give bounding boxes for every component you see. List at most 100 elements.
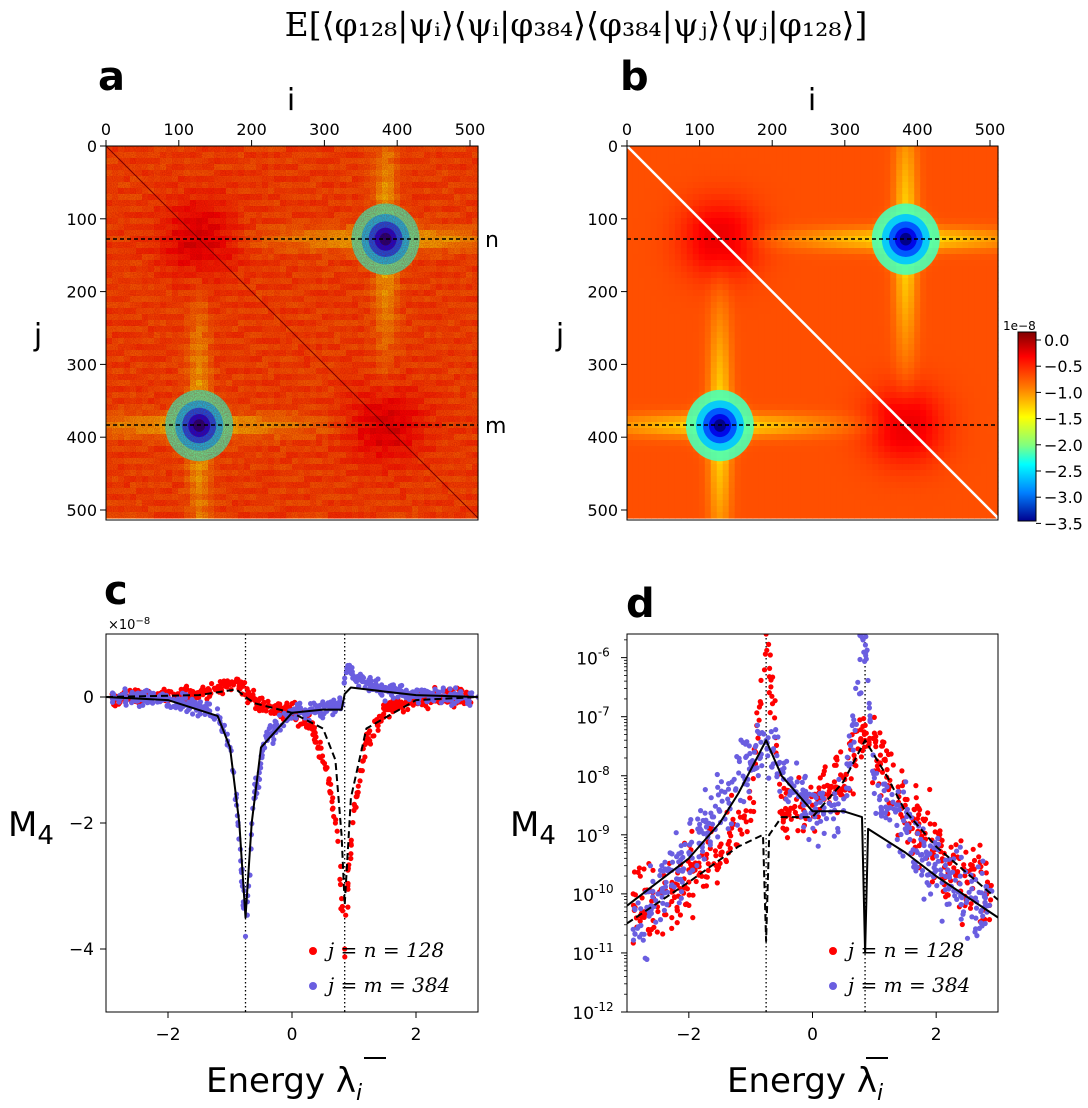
heatmap-cell: [668, 428, 676, 435]
heatmap-cell: [644, 356, 652, 363]
heatmap-cell: [686, 152, 694, 159]
heatmap-a: [105, 145, 479, 521]
heatmap-cell: [698, 494, 706, 501]
y-tick-label: 0: [87, 137, 97, 156]
heatmap-cell: [650, 242, 658, 249]
heatmap-cell: [638, 290, 646, 297]
heatmap-cell: [650, 314, 658, 321]
heatmap-cell: [632, 224, 640, 231]
heatmap-cell: [728, 188, 736, 195]
heatmap-cell: [644, 290, 652, 297]
heatmap-cell: [632, 248, 640, 255]
heatmap-cell: [692, 392, 700, 399]
heatmap-cell: [632, 194, 640, 201]
heatmap-cell: [710, 488, 718, 495]
heatmap-cell: [674, 464, 682, 471]
heatmap-cell: [656, 440, 664, 447]
heatmap-cell: [692, 164, 700, 171]
heatmap-cell: [710, 212, 718, 219]
heatmap-cell: [627, 344, 634, 351]
heatmap-cell: [638, 416, 646, 423]
heatmap-cell: [632, 416, 640, 423]
heatmap-cell: [674, 266, 682, 273]
heatmap-cell: [728, 302, 736, 309]
heatmap-cell: [710, 176, 718, 183]
heatmap-cell: [668, 230, 676, 237]
heatmap-cell: [644, 326, 652, 333]
heatmap-cell: [728, 206, 736, 213]
heatmap-cell: [662, 470, 670, 477]
heatmap-cell: [650, 290, 658, 297]
heatmap-cell: [650, 188, 658, 195]
heatmap-cell: [716, 332, 724, 339]
heatmap-cell: [686, 488, 694, 495]
heatmap-cell: [710, 470, 718, 477]
heatmap-cell: [627, 350, 634, 357]
heatmap-cell: [692, 350, 700, 357]
heatmap-cell: [710, 332, 718, 339]
heatmap-cell: [686, 326, 694, 333]
heatmap-cell: [728, 338, 736, 345]
heatmap-cell: [656, 182, 664, 189]
heatmap-cell: [674, 332, 682, 339]
heatmap-cell: [638, 356, 646, 363]
heatmap-cell: [627, 440, 634, 447]
heatmap-cell: [632, 404, 640, 411]
heatmap-cell: [716, 284, 724, 291]
heatmap-cell: [686, 512, 694, 519]
heatmap-cell: [650, 296, 658, 303]
heatmap-cell: [674, 416, 682, 423]
heatmap-cell: [632, 482, 640, 489]
figure-title: E[⟨φ₁₂₈|ψᵢ⟩⟨ψᵢ|φ₃₈₄⟩⟨φ₃₈₄|ψⱼ⟩⟨ψⱼ|φ₁₂₈⟩]: [285, 5, 868, 44]
heatmap-cell: [662, 434, 670, 441]
heatmap-cell: [662, 416, 670, 423]
heatmap-cell: [686, 338, 694, 345]
heatmap-cell: [632, 476, 640, 483]
heatmap-cell: [644, 368, 652, 375]
heatmap-cell: [627, 170, 634, 177]
heatmap-cell: [710, 254, 718, 261]
heatmap-cell: [656, 152, 664, 159]
heatmap-cell: [686, 218, 694, 225]
heatmap-cell: [710, 482, 718, 489]
heatmap-cell: [680, 242, 688, 249]
heatmap-cell: [686, 470, 694, 477]
heatmap-cell: [656, 446, 664, 453]
heatmap-cell: [722, 170, 730, 177]
heatmap-cell: [644, 512, 652, 519]
heatmap-cell: [674, 392, 682, 399]
heatmap-cell: [644, 350, 652, 357]
heatmap-cell: [638, 446, 646, 453]
heatmap-cell: [644, 182, 652, 189]
heatmap-cell: [728, 260, 736, 267]
heatmap-cell: [698, 302, 706, 309]
heatmap-cell: [650, 302, 658, 309]
heatmap-cell: [638, 494, 646, 501]
heatmap-cell: [680, 482, 688, 489]
heatmap-cell: [632, 158, 640, 165]
heatmap-cell: [692, 332, 700, 339]
heatmap-cell: [650, 212, 658, 219]
heatmap-cell: [692, 338, 700, 345]
heatmap-cell: [686, 314, 694, 321]
heatmap-cell: [650, 326, 658, 333]
heatmap-cell: [668, 218, 676, 225]
heatmap-cell: [656, 362, 664, 369]
heatmap-cell: [650, 452, 658, 459]
heatmap-cell: [722, 176, 730, 183]
heatmap-cell: [698, 206, 706, 213]
heatmap-cell: [632, 356, 640, 363]
heatmap-cell: [710, 152, 718, 159]
heatmap-cell: [698, 500, 706, 507]
heatmap-cell: [722, 284, 730, 291]
heatmap-cell: [656, 380, 664, 387]
heatmap-cell: [632, 362, 640, 369]
heatmap-cell: [716, 194, 724, 201]
heatmap-cell: [722, 290, 730, 297]
heatmap-cell: [710, 146, 718, 153]
heatmap-cell: [668, 284, 676, 291]
heatmap-cell: [662, 446, 670, 453]
heatmap-cell: [674, 188, 682, 195]
heatmap-cell: [644, 158, 652, 165]
heatmap-cell: [662, 308, 670, 315]
